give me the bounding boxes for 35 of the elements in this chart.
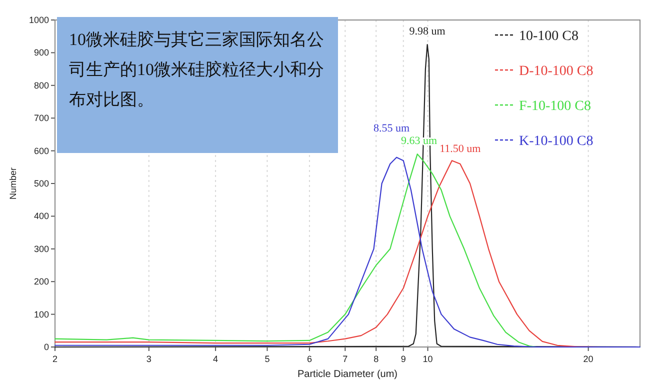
y-tick-label: 900 xyxy=(34,48,49,58)
y-tick-label: 500 xyxy=(34,178,49,188)
y-tick-label: 200 xyxy=(34,276,49,287)
legend-label: K-10-100 C8 xyxy=(519,134,594,149)
legend-label: F-10-100 C8 xyxy=(519,99,591,114)
x-tick-label: 7 xyxy=(342,354,348,364)
x-tick-label: 3 xyxy=(146,354,152,364)
y-tick-label: 100 xyxy=(34,309,49,320)
x-tick-label: 6 xyxy=(306,354,312,364)
x-tick-label: 4 xyxy=(213,354,218,364)
x-tick-label: 20 xyxy=(583,354,594,364)
x-tick-label: 10 xyxy=(422,354,433,364)
x-tick-label: 5 xyxy=(264,354,270,364)
legend-item: 10-100 C8 xyxy=(495,29,578,44)
y-tick-label: 1000 xyxy=(28,15,49,25)
legend-label: 10-100 C8 xyxy=(519,29,578,44)
annotation: 9.98 um xyxy=(409,26,446,38)
x-axis-title: Particle Diameter (um) xyxy=(297,369,398,380)
y-tick-label: 800 xyxy=(34,80,49,90)
x-tick-label: 2 xyxy=(52,354,58,364)
x-tick-label: 8 xyxy=(374,354,379,364)
x-tick-label: 9 xyxy=(400,354,406,364)
annotation: 8.55 um xyxy=(373,122,410,134)
y-tick-label: 700 xyxy=(34,113,49,124)
legend-item: F-10-100 C8 xyxy=(495,99,591,114)
y-tick-label: 300 xyxy=(34,244,49,254)
y-tick-label: 400 xyxy=(34,211,49,222)
picture-textbox: 10微米硅胶与其它三家国际知名公司生产的10微米硅胶粒径大小和分布对比图。 xyxy=(57,17,338,153)
legend-item: D-10-100 C8 xyxy=(495,64,594,79)
y-axis-title: Number xyxy=(8,167,18,200)
annotation: 11.50 um xyxy=(440,143,482,156)
legend-label: D-10-100 C8 xyxy=(519,64,594,79)
legend-item: K-10-100 C8 xyxy=(495,134,594,149)
y-tick-label: 0 xyxy=(44,342,49,352)
y-tick-label: 600 xyxy=(34,146,49,156)
